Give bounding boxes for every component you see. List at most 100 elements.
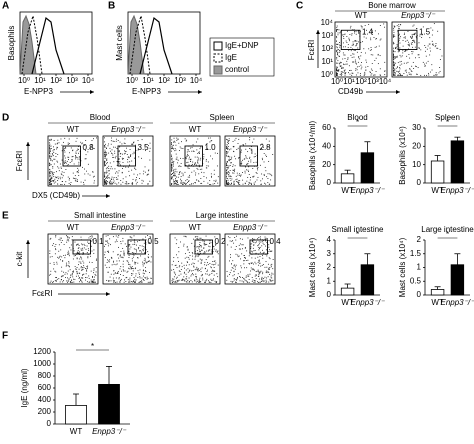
event-dot <box>265 261 267 263</box>
event-dot <box>399 47 401 49</box>
event-dot <box>66 160 68 162</box>
event-dot <box>226 279 228 281</box>
event-dot <box>93 175 95 177</box>
event-dot <box>258 260 260 262</box>
event-dot <box>174 148 176 149</box>
event-dot <box>241 277 243 278</box>
event-dot <box>202 239 204 240</box>
event-dot <box>271 280 273 282</box>
event-dot <box>135 169 137 171</box>
event-dot <box>237 182 239 183</box>
event-dot <box>336 50 338 52</box>
event-dot <box>134 280 136 282</box>
event-dot <box>171 177 172 179</box>
event-dot <box>339 74 341 76</box>
event-dot <box>55 248 56 250</box>
event-dot <box>255 271 257 273</box>
event-dot <box>413 40 415 42</box>
event-dot <box>176 156 178 158</box>
event-dot <box>344 33 346 35</box>
event-dot <box>367 66 369 67</box>
event-dot <box>405 49 407 51</box>
event-dot <box>196 246 198 248</box>
event-dot <box>253 138 255 140</box>
event-dot <box>147 278 149 279</box>
event-dot <box>108 281 110 282</box>
event-dot <box>178 165 180 167</box>
event-dot <box>72 258 74 260</box>
event-dot <box>119 146 121 148</box>
event-dot <box>173 183 175 185</box>
event-dot <box>104 176 105 177</box>
event-dot <box>53 163 55 165</box>
event-dot <box>213 267 215 268</box>
event-dot <box>393 60 394 62</box>
event-dot <box>77 167 79 169</box>
event-dot <box>131 183 133 185</box>
event-dot <box>134 261 136 263</box>
event-dot <box>137 149 139 151</box>
event-dot <box>126 154 128 155</box>
y-tick-label: 4 <box>327 235 332 244</box>
event-dot <box>252 176 254 178</box>
event-dot <box>341 68 343 69</box>
event-dot <box>84 150 86 152</box>
event-dot <box>59 237 61 239</box>
event-dot <box>173 276 175 278</box>
event-dot <box>363 36 365 38</box>
event-dot <box>137 276 139 278</box>
event-dot <box>377 53 379 55</box>
event-dot <box>226 183 228 185</box>
tissue-title: Small intestine <box>74 211 127 220</box>
event-dot <box>94 281 96 283</box>
event-dot <box>393 56 395 58</box>
event-dot <box>195 174 197 176</box>
event-dot <box>248 174 250 175</box>
event-dot <box>374 60 376 62</box>
event-dot <box>89 255 91 257</box>
event-dot <box>131 281 133 282</box>
event-dot <box>187 149 189 151</box>
event-dot <box>68 253 70 255</box>
event-dot <box>182 173 184 175</box>
event-dot <box>337 70 339 72</box>
event-dot <box>61 150 63 152</box>
event-dot <box>209 281 211 283</box>
event-dot <box>242 183 244 185</box>
event-dot <box>50 280 52 282</box>
event-dot <box>408 73 410 75</box>
event-dot <box>150 256 152 258</box>
event-dot <box>269 278 271 280</box>
event-dot <box>199 279 200 281</box>
event-dot <box>429 47 431 49</box>
event-dot <box>95 267 97 269</box>
event-dot <box>249 273 251 275</box>
event-dot <box>422 26 424 28</box>
event-dot <box>361 27 363 29</box>
event-dot <box>226 139 228 141</box>
event-dot <box>79 251 81 253</box>
event-dot <box>405 69 407 71</box>
event-dot <box>81 281 83 283</box>
event-dot <box>64 146 66 148</box>
event-dot <box>242 144 244 146</box>
event-dot <box>265 240 267 242</box>
group-label: WT <box>67 125 80 134</box>
event-dot <box>126 271 128 273</box>
event-dot <box>208 250 209 252</box>
event-dot <box>254 242 256 244</box>
event-dot <box>104 183 105 185</box>
event-dot <box>258 271 260 273</box>
event-dot <box>436 74 438 76</box>
event-dot <box>176 181 177 183</box>
event-dot <box>62 281 64 283</box>
event-dot <box>56 143 58 145</box>
event-dot <box>108 181 110 183</box>
event-dot <box>226 151 227 153</box>
event-dot <box>111 183 113 185</box>
event-dot <box>237 277 238 279</box>
event-dot <box>174 174 176 176</box>
event-dot <box>344 58 346 60</box>
event-dot <box>77 251 78 253</box>
event-dot <box>229 177 231 179</box>
